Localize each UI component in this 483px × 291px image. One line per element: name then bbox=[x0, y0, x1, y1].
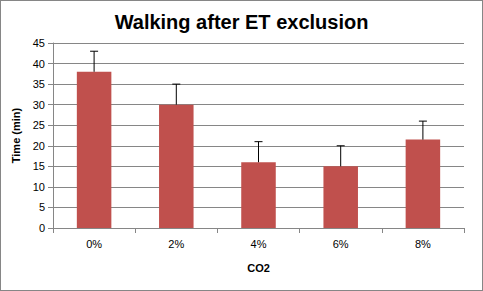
svg-text:30: 30 bbox=[33, 99, 45, 111]
svg-text:CO2: CO2 bbox=[247, 262, 270, 274]
svg-text:6%: 6% bbox=[333, 238, 349, 250]
svg-text:5: 5 bbox=[39, 201, 45, 213]
svg-text:15: 15 bbox=[33, 160, 45, 172]
svg-text:8%: 8% bbox=[415, 238, 431, 250]
svg-text:25: 25 bbox=[33, 119, 45, 131]
svg-text:20: 20 bbox=[33, 140, 45, 152]
svg-text:40: 40 bbox=[33, 58, 45, 70]
svg-text:Time (min): Time (min) bbox=[10, 107, 22, 163]
svg-text:10: 10 bbox=[33, 181, 45, 193]
svg-text:0%: 0% bbox=[86, 238, 102, 250]
svg-text:2%: 2% bbox=[168, 238, 184, 250]
svg-text:Walking after ET exclusion: Walking after ET exclusion bbox=[115, 11, 369, 33]
svg-text:45: 45 bbox=[33, 37, 45, 49]
svg-text:35: 35 bbox=[33, 78, 45, 90]
svg-text:0: 0 bbox=[39, 222, 45, 234]
svg-text:4%: 4% bbox=[251, 238, 267, 250]
